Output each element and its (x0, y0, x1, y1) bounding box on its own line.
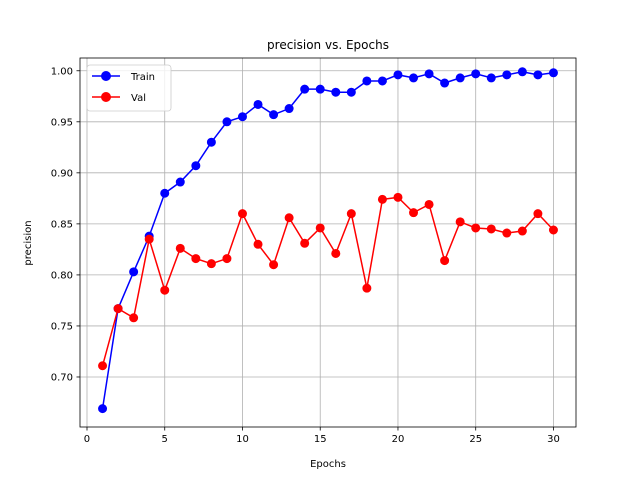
data-point-train (424, 69, 434, 79)
data-point-val (206, 259, 216, 269)
data-point-val (300, 238, 310, 248)
data-point-val (517, 226, 527, 236)
data-point-val (455, 217, 465, 227)
plot-area-frame (79, 57, 577, 428)
data-point-train (362, 76, 372, 86)
data-point-train (517, 67, 527, 77)
data-point-val (440, 256, 450, 266)
data-point-val (160, 285, 170, 295)
y-tick-label: 1.00 (51, 66, 73, 77)
axis-ticks: 0 5 10 15 20 25 30 0.70 0.75 0.80 0.85 0.90 0.95 1.00 (51, 66, 560, 445)
data-point-train (129, 267, 139, 277)
series-layer (98, 67, 558, 414)
data-point-val (486, 224, 496, 234)
legend-marker-val (101, 92, 111, 102)
y-tick-label: 0.70 (51, 372, 73, 383)
y-tick-label: 0.80 (51, 270, 73, 281)
data-point-train (393, 70, 403, 80)
data-point-val (269, 260, 279, 270)
chart-title: precision vs. Epochs (267, 38, 389, 52)
data-point-train (98, 404, 108, 414)
x-tick-label: 0 (84, 434, 90, 445)
x-tick-label: 5 (162, 434, 168, 445)
data-point-train (175, 177, 185, 187)
data-point-train (222, 117, 232, 127)
data-point-val (331, 248, 341, 258)
data-point-train (300, 84, 310, 94)
data-point-train (284, 104, 294, 114)
data-point-train (160, 188, 170, 198)
data-point-train (346, 87, 356, 97)
data-point-val (144, 234, 154, 244)
data-point-val (222, 254, 232, 264)
data-point-train (471, 69, 481, 79)
data-point-train (206, 137, 216, 147)
legend-label-val: Val (131, 93, 146, 104)
x-tick-label: 15 (314, 434, 327, 445)
x-tick-label: 30 (547, 434, 560, 445)
data-point-train (237, 112, 247, 122)
x-axis-label: Epochs (310, 459, 346, 470)
data-point-val (393, 192, 403, 202)
legend-marker-train (101, 71, 111, 81)
legend-label-train: Train (130, 72, 155, 83)
data-point-val (409, 208, 419, 218)
legend-box (86, 64, 172, 112)
data-point-val (98, 361, 108, 371)
data-point-val (548, 225, 558, 235)
data-point-val (471, 223, 481, 233)
x-tick-label: 20 (392, 434, 405, 445)
data-point-train (253, 99, 263, 109)
data-point-val (175, 243, 185, 253)
data-point-val (191, 254, 201, 264)
data-point-train (548, 68, 558, 78)
data-point-val (533, 209, 543, 219)
data-point-train (533, 70, 543, 80)
data-point-val (362, 283, 372, 293)
data-point-train (377, 76, 387, 86)
data-point-train (409, 73, 419, 83)
data-point-val (424, 199, 434, 209)
data-point-train (486, 73, 496, 83)
y-tick-label: 0.90 (51, 168, 73, 179)
data-point-train (455, 73, 465, 83)
y-tick-label: 0.95 (51, 117, 73, 128)
grid-lines (80, 58, 576, 427)
data-point-val (346, 209, 356, 219)
data-point-train (331, 87, 341, 97)
y-tick-label: 0.85 (51, 219, 73, 230)
data-point-val (113, 304, 123, 314)
data-point-train (440, 78, 450, 88)
y-tick-label: 0.75 (51, 321, 73, 332)
legend: Train Val (86, 64, 172, 112)
x-tick-label: 10 (236, 434, 249, 445)
series-line-val (101, 196, 554, 366)
data-point-train (502, 70, 512, 80)
data-point-val (502, 228, 512, 238)
data-point-val (315, 223, 325, 233)
data-point-val (129, 313, 139, 323)
x-tick-label: 25 (469, 434, 482, 445)
data-point-val (253, 239, 263, 249)
data-point-val (284, 213, 294, 223)
y-axis-label: precision (23, 220, 34, 265)
data-point-val (237, 209, 247, 219)
data-point-val (377, 194, 387, 204)
data-point-train (269, 110, 279, 120)
data-point-train (191, 161, 201, 171)
data-point-train (315, 84, 325, 94)
